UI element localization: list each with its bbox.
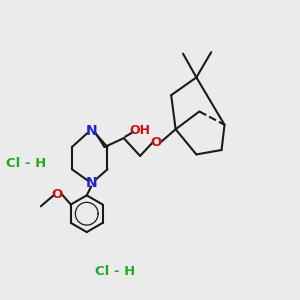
Text: Cl - H: Cl - H [6, 157, 46, 170]
Text: N: N [85, 176, 97, 190]
Text: Cl - H: Cl - H [95, 265, 135, 278]
Text: OH: OH [130, 124, 151, 137]
Text: O: O [52, 188, 63, 201]
Text: O: O [151, 136, 162, 149]
Text: N: N [85, 124, 97, 138]
